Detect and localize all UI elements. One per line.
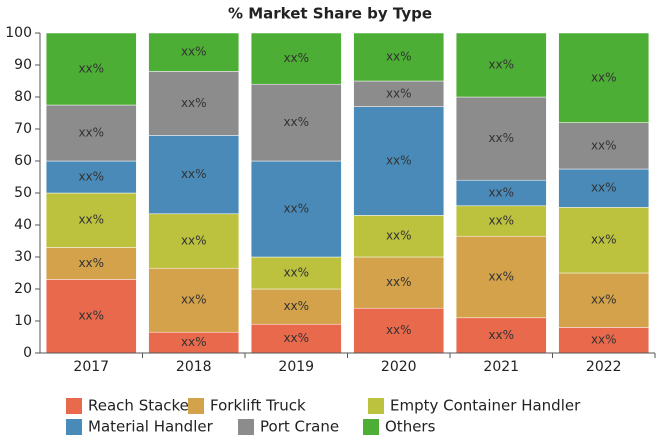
bar-segment <box>353 80 445 107</box>
y-tick-label: 30 <box>14 249 32 265</box>
bar-segment <box>455 96 547 181</box>
y-tick-label: 90 <box>14 57 32 73</box>
value-label: xx% <box>488 270 514 284</box>
bar-segment <box>455 235 547 319</box>
legend-swatch <box>66 398 82 414</box>
bar-segment <box>148 71 240 136</box>
value-label: xx% <box>488 58 514 72</box>
value-label: xx% <box>283 266 309 280</box>
value-label: xx% <box>488 186 514 200</box>
legend-label: Reach Stacker <box>88 397 196 415</box>
y-tick-label: 60 <box>14 153 32 169</box>
bar-segment <box>45 104 137 162</box>
value-label: xx% <box>78 62 104 76</box>
value-label: xx% <box>386 50 412 64</box>
legend-swatch <box>188 398 204 414</box>
value-label: xx% <box>591 333 617 347</box>
value-label: xx% <box>283 202 309 216</box>
y-tick-label: 80 <box>14 89 32 105</box>
bar-segment <box>558 122 650 170</box>
bar-segment <box>45 279 137 354</box>
bar-segment <box>558 272 650 328</box>
bar-segment <box>250 160 342 258</box>
value-label: xx% <box>488 328 514 342</box>
legend-label: Others <box>385 418 436 436</box>
value-label: xx% <box>283 299 309 313</box>
legend-label: Port Crane <box>260 418 339 436</box>
value-label: xx% <box>283 331 309 345</box>
bar-segment <box>250 256 342 290</box>
value-label: xx% <box>181 234 207 248</box>
legend-swatch <box>368 398 384 414</box>
value-label: xx% <box>283 51 309 65</box>
x-tick-label: 2017 <box>73 359 109 375</box>
bar-segment <box>353 32 445 82</box>
value-label: xx% <box>591 70 617 84</box>
bar-segment <box>148 32 240 72</box>
legend-swatch <box>363 419 379 435</box>
value-label: xx% <box>78 170 104 184</box>
legend-swatch <box>66 419 82 435</box>
value-label: xx% <box>386 86 412 100</box>
value-label: xx% <box>591 138 617 152</box>
bar-segment <box>250 323 342 354</box>
value-label: xx% <box>78 213 104 227</box>
bar-segment <box>353 256 445 309</box>
y-tick-label: 20 <box>14 281 32 297</box>
bar-segment <box>250 288 342 325</box>
value-label: xx% <box>386 275 412 289</box>
bar-segment <box>353 106 445 216</box>
value-label: xx% <box>386 323 412 337</box>
bar-segment <box>455 179 547 207</box>
value-label: xx% <box>181 96 207 110</box>
value-label: xx% <box>78 126 104 140</box>
bar-segment <box>250 83 342 162</box>
y-tick-label: 70 <box>14 121 32 137</box>
bar-segment <box>455 32 547 98</box>
bar-segment <box>455 317 547 354</box>
bar-segment <box>455 205 547 237</box>
bar-segment <box>148 135 240 215</box>
legend-label: Material Handler <box>88 418 214 436</box>
value-label: xx% <box>386 154 412 168</box>
value-label: xx% <box>283 115 309 129</box>
y-tick-label: 10 <box>14 313 32 329</box>
value-label: xx% <box>591 233 617 247</box>
bar-segment <box>148 213 240 269</box>
value-label: xx% <box>78 256 104 270</box>
bar-segment <box>558 32 650 123</box>
x-tick-label: 2021 <box>483 359 519 375</box>
x-tick-label: 2022 <box>586 359 622 375</box>
x-tick-label: 2019 <box>278 359 314 375</box>
y-tick-label: 0 <box>23 345 32 361</box>
bar-segment <box>250 32 342 85</box>
bar-segment <box>45 192 137 248</box>
value-label: xx% <box>78 309 104 323</box>
value-label: xx% <box>591 293 617 307</box>
value-label: xx% <box>181 167 207 181</box>
value-label: xx% <box>181 293 207 307</box>
legend-label: Forklift Truck <box>210 397 306 415</box>
bar-segment <box>45 247 137 280</box>
bar-segment <box>45 32 137 106</box>
value-label: xx% <box>181 335 207 349</box>
bar-segment <box>558 207 650 274</box>
legend-label: Empty Container Handler <box>390 397 581 415</box>
legend-swatch <box>238 419 254 435</box>
y-tick-label: 100 <box>5 25 32 41</box>
y-tick-label: 40 <box>14 217 32 233</box>
chart-title: % Market Share by Type <box>228 5 432 23</box>
value-label: xx% <box>386 229 412 243</box>
value-label: xx% <box>488 214 514 228</box>
x-tick-label: 2020 <box>381 359 417 375</box>
y-tick-label: 50 <box>14 185 32 201</box>
value-label: xx% <box>181 45 207 59</box>
bar-segment <box>45 160 137 194</box>
x-tick-label: 2018 <box>176 359 212 375</box>
value-label: xx% <box>488 131 514 145</box>
value-label: xx% <box>591 181 617 195</box>
